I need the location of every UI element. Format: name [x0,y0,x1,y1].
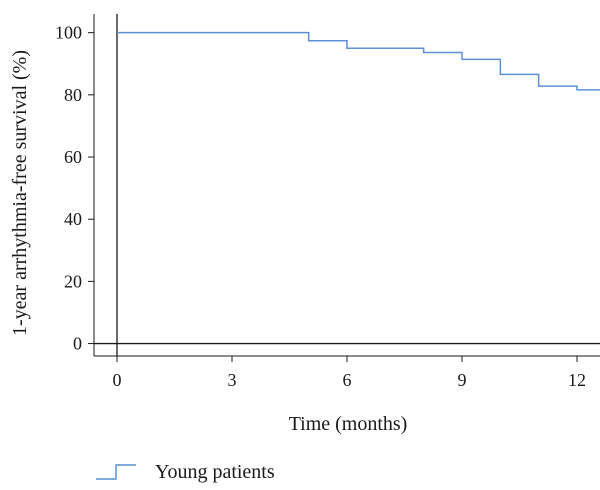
axes [93,14,600,357]
legend-swatch-young-patients [96,464,136,480]
y-tick-label: 40 [64,209,82,229]
x-tick-label: 6 [343,370,352,390]
series-layer [117,31,600,91]
ticks: 0 20 40 60 80 100 0 3 6 9 12 [55,23,586,390]
y-tick-label: 20 [64,271,82,291]
legend: Young patients [96,461,275,483]
legend-label-young-patients: Young patients [155,461,275,483]
y-tick-label: 100 [55,23,82,43]
y-tick-label: 0 [73,334,82,354]
x-tick-label: 12 [568,370,586,390]
x-tick-label: 0 [113,370,122,390]
y-tick-label: 80 [64,85,82,105]
y-tick-label: 60 [64,147,82,167]
x-tick-label: 3 [228,370,237,390]
x-tick-label: 9 [458,370,467,390]
y-axis-title: 1-year arrhythmia-free survival (%) [9,50,31,336]
x-axis-title: Time (months) [289,413,408,435]
series-line-young-patients [117,31,600,91]
